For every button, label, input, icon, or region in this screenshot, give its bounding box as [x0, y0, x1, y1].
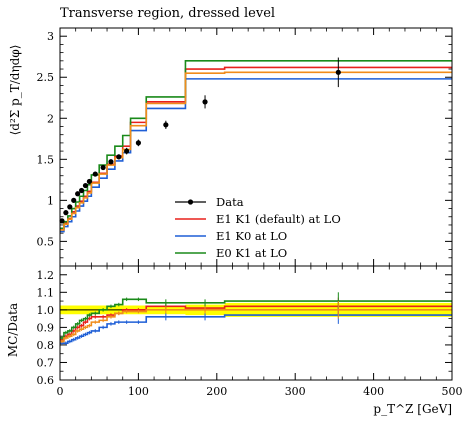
data-point [67, 204, 73, 210]
data-point [78, 187, 85, 194]
main-y-tick-label: 2.5 [37, 71, 55, 84]
main-y-tick-label: 0.5 [37, 235, 55, 248]
x-axis-label: p_T^Z [GeV] [373, 402, 452, 416]
legend-label: E0 K1 at LO [216, 246, 287, 260]
data-point [63, 210, 69, 216]
legend-data-marker [187, 199, 194, 205]
data-point [124, 148, 130, 154]
x-tick-label: 200 [206, 385, 227, 398]
main-y-axis-label: ⟨d²Σ p_T/dηdφ⟩ [8, 45, 22, 136]
ratio-y-tick-label: 1.1 [37, 286, 55, 299]
legend-item-2: E0 K1 at LO [175, 246, 287, 260]
main-axis-ticks: 0.5 1 1.5 2 2.5 3 [37, 28, 453, 266]
data-point [71, 197, 77, 203]
ratio-plot-area [60, 266, 452, 380]
ratio-y-tick-label: 1.2 [37, 269, 55, 282]
data-point [59, 218, 65, 224]
data-point [163, 122, 169, 128]
ratio-y-tick-label: 0.7 [37, 356, 55, 369]
main-y-tick-label: 1 [47, 194, 54, 207]
data-point [335, 69, 341, 75]
ratio-y-tick-label: 0.6 [37, 374, 55, 387]
main-series-group [60, 60, 452, 233]
legend-item-0: E1 K1 (default) at LO [175, 212, 341, 226]
data-point [86, 178, 92, 185]
data-point [135, 140, 141, 146]
main-y-tick-label: 3 [47, 30, 54, 43]
legend-item-data: Data [175, 195, 244, 209]
x-tick-label: 500 [442, 385, 463, 398]
ratio-y-tick-label: 1.0 [37, 304, 55, 317]
x-tick-label: 400 [363, 385, 384, 398]
main-y-tick-label: 1.5 [37, 153, 55, 166]
data-point [75, 191, 81, 197]
main-panel: 0.5 1 1.5 2 2.5 3 ⟨d²Σ p_T/dηdφ⟩ Data E1 K1 (d… [8, 27, 453, 277]
ratio-series-line-2 [60, 298, 452, 339]
data-point [202, 99, 208, 105]
ratio-frame [59, 265, 453, 381]
legend-item-1: E1 K0 at LO [175, 229, 287, 243]
ratio-series-line-3 [60, 309, 452, 343]
main-y-tick-label: 2 [47, 112, 54, 125]
main-series-line-3 [60, 71, 452, 231]
ratio-axis-ticks: 0.6 0.7 0.8 0.9 1.0 1.1 1.2 0 100 200 300 400 500 [37, 266, 463, 398]
legend-label: E1 K0 at LO [216, 229, 287, 243]
ratio-y-tick-label: 0.8 [37, 339, 55, 352]
data-point [82, 182, 89, 189]
chart-title: Transverse region, dressed level [60, 6, 275, 21]
ratio-series-group [60, 292, 452, 345]
legend-label-data: Data [216, 195, 244, 209]
ratio-y-axis-label: MC/Data [6, 303, 20, 357]
x-tick-label: 0 [57, 385, 64, 398]
data-points-group [59, 57, 341, 224]
ratio-y-tick-label: 0.9 [37, 321, 55, 334]
ratio-series-line-1 [60, 314, 452, 344]
legend-label: E1 K1 (default) at LO [216, 212, 341, 226]
ratio-panel: 0.6 0.7 0.8 0.9 1.0 1.1 1.2 0 100 200 300 400 500 MC… [6, 265, 463, 416]
data-point [108, 159, 114, 165]
x-tick-label: 300 [285, 385, 306, 398]
data-point [100, 164, 106, 171]
x-tick-label: 100 [128, 385, 149, 398]
data-point [92, 171, 98, 177]
data-point [116, 154, 122, 160]
